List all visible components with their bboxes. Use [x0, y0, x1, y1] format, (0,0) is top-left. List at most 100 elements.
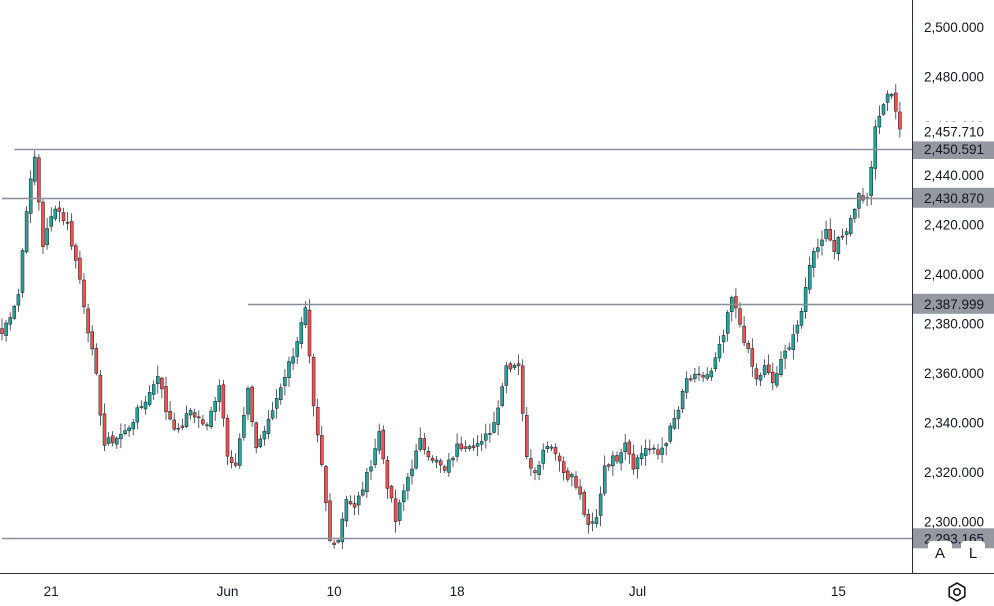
candle-body — [86, 308, 90, 334]
candle-body — [512, 365, 517, 368]
candle — [680, 389, 685, 414]
candle-body — [631, 453, 636, 470]
candle — [414, 443, 418, 470]
candle-body — [680, 391, 685, 410]
candle-body — [693, 373, 697, 379]
candle-body — [238, 438, 242, 466]
candle-body — [762, 365, 767, 375]
candle-body — [438, 460, 443, 466]
candle-body — [65, 222, 70, 224]
candle-body — [274, 398, 279, 409]
candle — [451, 456, 455, 468]
candle-body — [676, 409, 681, 419]
candle-body — [311, 357, 316, 407]
candle — [274, 389, 279, 419]
candle — [500, 382, 504, 408]
candle — [8, 312, 12, 331]
auto-scale-button[interactable]: A — [928, 541, 952, 565]
candle — [37, 154, 41, 211]
candle-body — [803, 287, 808, 312]
candle-body — [812, 251, 816, 268]
candle-body — [557, 455, 562, 462]
candle — [217, 379, 222, 412]
candle-body — [266, 418, 271, 434]
candle-body — [570, 474, 574, 478]
candle — [869, 160, 873, 206]
candle-body — [434, 459, 439, 463]
candle-body — [586, 514, 591, 525]
candle-body — [74, 245, 78, 261]
candle — [389, 484, 394, 503]
candle — [131, 418, 135, 436]
candle — [754, 363, 759, 386]
candle-body — [492, 422, 496, 433]
candle-body — [488, 433, 492, 435]
candle — [582, 489, 586, 518]
candle-body — [496, 407, 500, 425]
candle — [557, 452, 562, 472]
candle-body — [41, 201, 45, 247]
candle — [586, 508, 591, 534]
candle-body — [779, 359, 783, 376]
settings-button[interactable] — [944, 580, 970, 604]
candle-body — [205, 424, 209, 427]
candle — [459, 436, 463, 452]
candle — [373, 438, 377, 469]
candle-body — [221, 384, 226, 419]
candle — [397, 499, 402, 526]
candle — [209, 406, 213, 430]
candle-body — [119, 434, 123, 440]
candle-body — [246, 388, 250, 415]
candle — [192, 408, 197, 424]
candle-body — [303, 307, 308, 325]
candle — [672, 409, 677, 430]
time-tick-label: Jun — [217, 584, 239, 599]
candle — [549, 444, 554, 452]
candle-body — [213, 401, 217, 412]
candle-body — [828, 229, 832, 241]
candle-body — [656, 449, 660, 455]
candle-body — [672, 418, 677, 429]
candle — [803, 277, 808, 319]
candle-body — [508, 363, 513, 370]
candle-body — [652, 447, 656, 450]
candle — [406, 473, 410, 500]
candle — [504, 361, 509, 394]
candle-body — [197, 416, 201, 419]
candle-body — [475, 443, 480, 447]
candle-body — [348, 501, 353, 505]
candle — [4, 320, 8, 342]
candle-body — [250, 386, 254, 422]
candle-body — [848, 218, 853, 235]
candle — [643, 439, 648, 466]
candle — [898, 102, 902, 138]
candle — [287, 356, 291, 387]
candle — [607, 463, 611, 471]
candle — [307, 299, 312, 364]
log-scale-button[interactable]: L — [961, 541, 985, 565]
candle — [365, 467, 369, 498]
candle — [205, 422, 209, 431]
candle — [262, 425, 267, 446]
candle-body — [541, 449, 545, 464]
candle — [110, 431, 115, 447]
candle-body — [33, 156, 37, 182]
candle — [94, 343, 99, 376]
candle — [775, 366, 779, 388]
time-axis[interactable]: 21 Jun 10 18 Jul 15 — [44, 584, 846, 599]
candle-body — [352, 503, 357, 508]
candle — [791, 324, 796, 360]
candle — [812, 247, 816, 278]
candle — [254, 421, 258, 454]
candle-body — [61, 212, 66, 221]
candle-body — [898, 111, 902, 130]
candle — [45, 217, 49, 250]
candle — [492, 411, 496, 434]
candle — [12, 304, 17, 321]
candle-body — [775, 373, 779, 386]
price-axis[interactable]: 2,500.0002,480.0002,460.0002,440.0002,42… — [924, 20, 984, 530]
candle-body — [102, 413, 107, 446]
candle — [385, 455, 390, 499]
candle-body — [242, 415, 246, 438]
